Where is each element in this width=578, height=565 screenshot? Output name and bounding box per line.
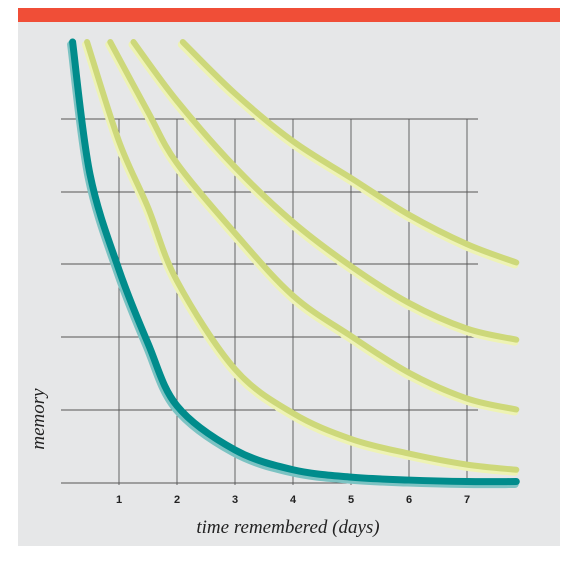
header-accent-bar [18,8,560,22]
forgetting-curve-line [69,38,520,486]
x-tick-labels: 1 2 3 4 5 6 7 [116,494,470,506]
review-curve-line [179,39,520,266]
review-curve-line [107,39,520,413]
x-tick-label: 1 [116,494,122,506]
x-tick-label: 3 [232,494,238,506]
x-tick-label: 5 [348,494,354,506]
series-lines [67,38,520,489]
x-tick-label: 7 [464,494,470,506]
x-tick-label: 4 [290,494,297,506]
forgetting-curve-chart: 1 2 3 4 5 6 7 time remembered (days) memory [28,38,520,538]
review-curve-line [84,39,520,473]
chart-panel: 1 2 3 4 5 6 7 time remembered (days) memory [18,22,560,546]
review-curve-line [130,39,520,343]
x-tick-label: 2 [174,494,180,506]
y-axis-title: memory [28,388,49,450]
review-curve-highlight [82,41,519,476]
grid [61,118,478,485]
x-tick-label: 6 [406,494,412,506]
x-axis-title: time remembered (days) [196,517,379,538]
